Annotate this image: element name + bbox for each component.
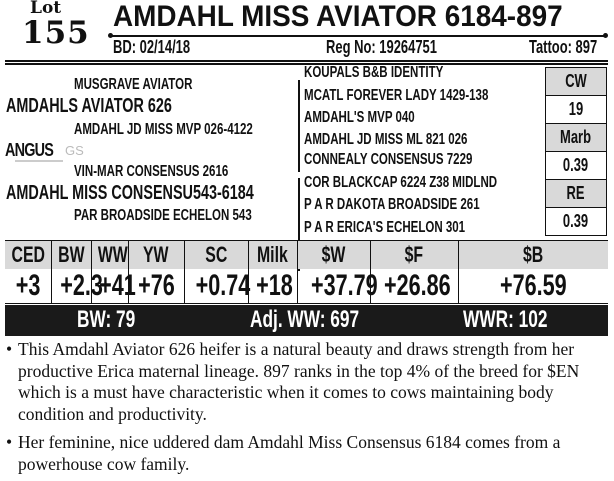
epd-header-sc: SC bbox=[183, 240, 248, 269]
birth-weight: BW: 79 bbox=[77, 306, 136, 333]
re-value: 0.39 bbox=[563, 211, 589, 231]
marb-label: Marb bbox=[560, 127, 592, 147]
lot-number: 155 bbox=[22, 15, 90, 51]
rule-dot bbox=[603, 33, 608, 38]
epd-value-ced: +3 bbox=[5, 269, 51, 304]
note-paragraph: • This Amdahl Aviator 626 heifer is a na… bbox=[6, 339, 610, 425]
epd-value-f: +26.86 bbox=[369, 269, 458, 304]
lot-label: Lot bbox=[30, 0, 62, 18]
epd-value-w: +37.79 bbox=[296, 269, 377, 304]
great-grandparent: AMDAHL JD MISS ML 821 026 bbox=[304, 131, 468, 148]
bullet: • bbox=[6, 432, 13, 452]
rule-dot bbox=[108, 33, 113, 38]
epd-value-milk: +18 bbox=[247, 269, 297, 304]
note-paragraph: • Her feminine, nice uddered dam Amdahl … bbox=[6, 432, 610, 475]
bullet: • bbox=[6, 339, 13, 359]
great-grandparent: MCATL FOREVER LADY 1429-138 bbox=[304, 87, 489, 104]
epd-value-sc: +0.74 bbox=[183, 269, 250, 304]
note-text: Her feminine, nice uddered dam Amdahl Mi… bbox=[18, 432, 561, 474]
epd-value-b: +76.59 bbox=[457, 269, 608, 304]
angus-gs-logo: ANGUS GS bbox=[5, 140, 84, 162]
pedigree-bracket bbox=[298, 178, 300, 271]
pedigree-bracket bbox=[298, 80, 300, 172]
epd-header-ced: CED bbox=[5, 240, 51, 269]
sire-sire: MUSGRAVE AVIATOR bbox=[74, 76, 193, 93]
cw-label: CW bbox=[565, 71, 587, 91]
epd-header-milk: Milk bbox=[247, 240, 297, 269]
epd-value-ww: +41 bbox=[90, 269, 135, 304]
great-grandparent: P A R DAKOTA BROADSIDE 261 bbox=[304, 196, 480, 213]
sire: AMDAHLS AVIATOR 626 bbox=[6, 95, 172, 117]
divider bbox=[5, 60, 608, 62]
carcass-epd-box: CW 19 Marb 0.39 RE 0.39 bbox=[545, 67, 607, 236]
logo-text: ANGUS bbox=[5, 140, 54, 160]
epd-table: CED BW WW YW SC Milk $W $F $B +3 +2.3 +4… bbox=[5, 240, 608, 304]
registration-number: Reg No: 19264751 bbox=[326, 37, 437, 57]
epd-value-bw: +2.3 bbox=[50, 269, 102, 304]
cw-value: 19 bbox=[568, 99, 584, 119]
great-grandparent: KOUPALS B&B IDENTITY bbox=[304, 64, 444, 81]
epd-header-w: $W bbox=[296, 240, 370, 269]
divider bbox=[5, 63, 608, 65]
adjusted-weaning-weight: Adj. WW: 697 bbox=[250, 306, 360, 333]
logo-suffix: GS bbox=[65, 143, 84, 158]
epd-value-yw: +76 bbox=[127, 269, 184, 304]
epd-header-yw: YW bbox=[127, 240, 184, 269]
great-grandparent: AMDAHL'S MVP 040 bbox=[304, 109, 415, 126]
epd-header-bw: BW bbox=[50, 240, 91, 269]
title-rule bbox=[110, 35, 606, 37]
marb-value: 0.39 bbox=[563, 155, 589, 175]
animal-name: AMDAHL MISS AVIATOR 6184-897 bbox=[113, 0, 563, 33]
great-grandparent: P A R ERICA'S ECHELON 301 bbox=[304, 219, 466, 236]
re-label: RE bbox=[566, 183, 585, 203]
sire-dam: AMDAHL JD MISS MVP 026-4122 bbox=[74, 121, 253, 138]
epd-header-b: $B bbox=[457, 240, 608, 269]
dam-sire: VIN-MAR CONSENSUS 2616 bbox=[74, 163, 229, 180]
epd-header-ww: WW bbox=[90, 240, 128, 269]
weaning-weight-ratio: WWR: 102 bbox=[463, 306, 548, 333]
birth-date: BD: 02/14/18 bbox=[113, 37, 191, 57]
tattoo: Tattoo: 897 bbox=[529, 37, 598, 57]
performance-bar: BW: 79 Adj. WW: 697 WWR: 102 bbox=[5, 305, 608, 336]
dam: AMDAHL MISS CONSENSU543-6184 bbox=[6, 182, 254, 204]
dam-dam: PAR BROADSIDE ECHELON 543 bbox=[74, 207, 252, 224]
note-text: This Amdahl Aviator 626 heifer is a natu… bbox=[18, 339, 580, 424]
great-grandparent: COR BLACKCAP 6224 Z38 MIDLND bbox=[304, 174, 498, 191]
epd-header-f: $F bbox=[369, 240, 458, 269]
great-grandparent: CONNEALY CONSENSUS 7229 bbox=[304, 151, 473, 168]
